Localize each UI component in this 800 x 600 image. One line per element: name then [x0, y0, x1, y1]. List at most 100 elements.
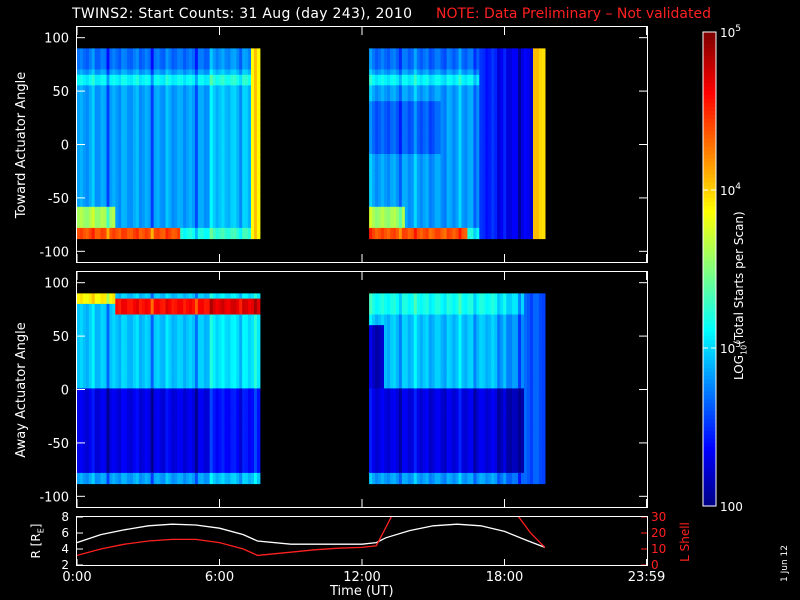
toward-heat-cell: [174, 143, 178, 150]
toward-heat-cell: [224, 48, 228, 55]
toward-heat-cell: [503, 111, 507, 118]
toward-heat-cell: [416, 201, 421, 208]
toward-heat-cell: [88, 111, 93, 118]
toward-heat-cell: [254, 127, 258, 134]
toward-heat-cell: [136, 185, 140, 192]
toward-heat-cell: [461, 80, 466, 86]
toward-heat-cell: [215, 180, 220, 187]
toward-heat-cell: [136, 132, 140, 139]
toward-heat-cell: [91, 222, 96, 229]
toward-heat-cell: [419, 191, 424, 197]
toward-heat-cell: [509, 212, 513, 218]
toward-heat-cell: [434, 212, 439, 218]
toward-heat-cell: [413, 201, 418, 208]
toward-heat-cell: [461, 217, 466, 224]
toward-heat-cell: [195, 101, 199, 108]
toward-heat-cell: [434, 132, 439, 139]
toward-heat-cell: [121, 53, 125, 60]
toward-heat-cell: [121, 222, 125, 229]
toward-heat-cell: [419, 106, 424, 113]
toward-heat-cell: [224, 58, 228, 65]
toward-heat-cell: [479, 95, 483, 102]
toward-heat-cell: [473, 217, 477, 224]
toward-heat-cell: [150, 185, 155, 192]
toward-heat-cell: [197, 196, 202, 203]
toward-heat-cell: [410, 95, 415, 102]
toward-heat-cell: [112, 90, 116, 97]
toward-heat-cell: [150, 154, 155, 160]
toward-heat-cell: [521, 143, 525, 150]
toward-heat-cell: [156, 106, 161, 113]
toward-heat-cell: [177, 185, 181, 192]
toward-heat-cell: [242, 69, 246, 76]
toward-heat-cell: [168, 185, 172, 192]
toward-heat-cell: [180, 138, 184, 145]
toward-heat-cell: [393, 90, 397, 97]
toward-heat-cell: [482, 90, 486, 97]
toward-heat-cell: [476, 106, 480, 113]
toward-heat-cell: [437, 80, 442, 86]
toward-heat-cell: [461, 169, 466, 176]
toward-heat-cell: [488, 85, 492, 92]
toward-heat-cell: [470, 185, 474, 192]
toward-heat-cell: [461, 148, 466, 155]
toward-heat-cell: [404, 175, 409, 181]
toward-heat-cell: [512, 85, 516, 92]
toward-heat-cell: [431, 127, 436, 134]
toward-heat-cell: [200, 74, 205, 81]
toward-heat-cell: [91, 80, 96, 86]
toward-heat-cell: [109, 69, 113, 76]
toward-heat-cell: [449, 169, 454, 176]
toward-heat-cell: [387, 101, 391, 108]
toward-heat-cell: [393, 106, 397, 113]
toward-heat-cell: [203, 101, 208, 108]
toward-heat-cell: [177, 85, 181, 92]
toward-heat-cell: [476, 222, 480, 229]
toward-heat-cell: [467, 106, 471, 113]
toward-heat-cell: [401, 169, 406, 176]
toward-heat-cell: [159, 191, 164, 197]
toward-heat-cell: [227, 74, 231, 81]
toward-heat-cell: [165, 154, 169, 160]
toward-heat-cell: [79, 217, 84, 224]
toward-heat-cell: [485, 148, 489, 155]
toward-heat-cell: [245, 74, 249, 81]
toward-heat-cell: [212, 138, 217, 145]
toward-heat-cell: [242, 175, 246, 181]
toward-heat-cell: [518, 69, 522, 76]
toward-heat-cell: [256, 227, 261, 234]
toward-heat-cell: [384, 117, 388, 123]
toward-heat-cell: [218, 201, 223, 208]
toward-heat-cell: [375, 233, 379, 240]
toward-heat-cell: [378, 222, 382, 229]
toward-heat-cell: [221, 196, 225, 203]
toward-heat-cell: [100, 58, 105, 65]
toward-heat-cell: [509, 185, 513, 192]
toward-heat-cell: [248, 95, 252, 102]
toward-heat-cell: [482, 217, 486, 224]
toward-heat-cell: [215, 206, 220, 213]
toward-heat-cell: [473, 154, 477, 160]
toward-heat-cell: [398, 64, 403, 71]
toward-heat-cell: [136, 85, 140, 92]
toward-heat-cell: [221, 212, 225, 218]
toward-heat-cell: [467, 201, 471, 208]
toward-heat-cell: [109, 196, 113, 203]
toward-heat-cell: [162, 175, 166, 181]
toward-heat-cell: [500, 132, 504, 139]
toward-heat-cell: [464, 175, 468, 181]
toward-heat-cell: [500, 201, 504, 208]
toward-heat-cell: [118, 227, 122, 234]
toward-heat-cell: [443, 90, 448, 97]
toward-heat-cell: [133, 138, 137, 145]
toward-heat-cell: [428, 69, 433, 76]
toward-heat-cell: [168, 217, 172, 224]
toward-heat-cell: [467, 159, 471, 166]
toward-heat-cell: [168, 85, 172, 92]
toward-heat-cell: [491, 90, 495, 97]
toward-heat-cell: [506, 201, 510, 208]
toward-heat-cell: [136, 138, 140, 145]
toward-heat-cell: [518, 143, 522, 150]
toward-heat-cell: [236, 227, 240, 234]
toward-heat-cell: [94, 127, 99, 134]
